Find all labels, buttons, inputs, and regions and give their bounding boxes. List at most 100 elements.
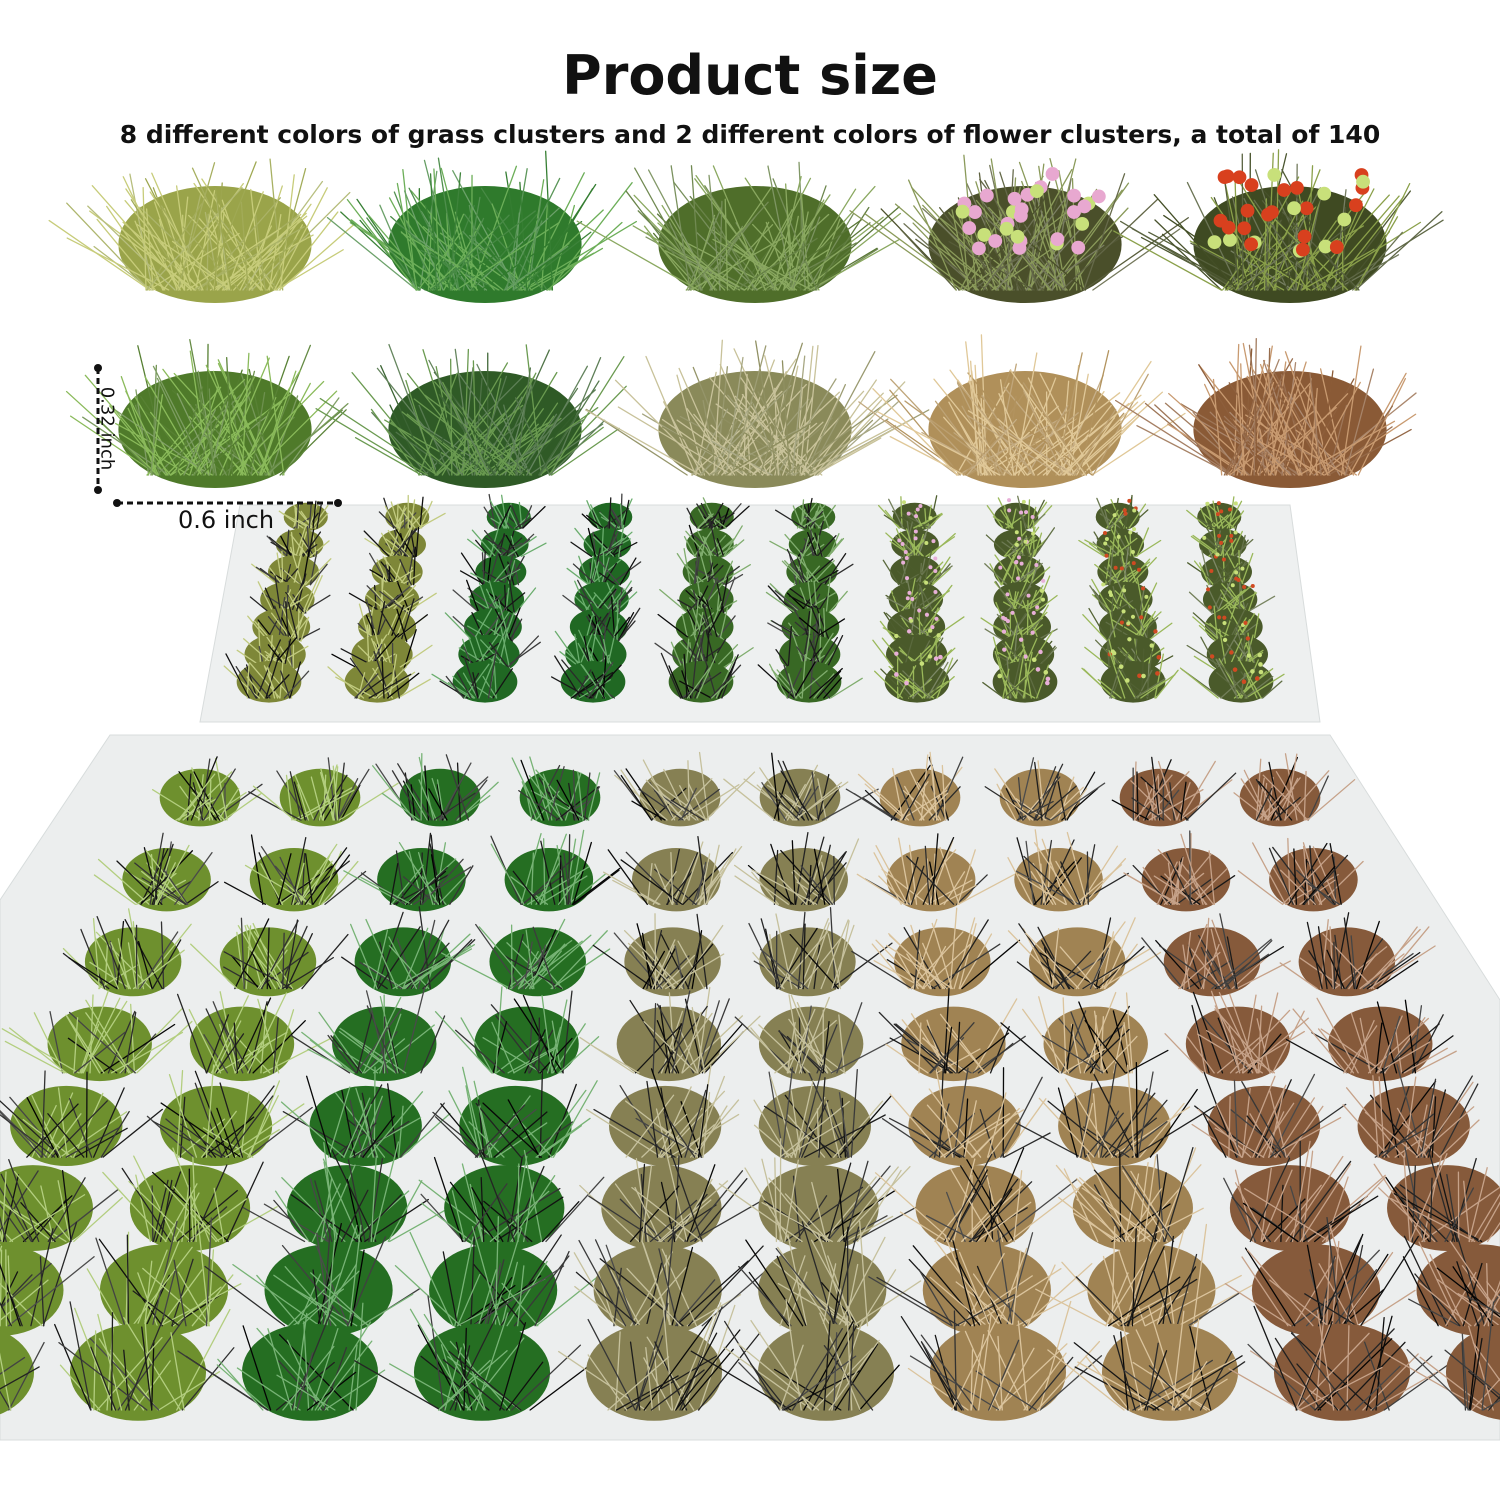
top-tray-tuft	[1186, 496, 1245, 532]
top-tray-tuft	[1094, 545, 1157, 589]
top-tray-tuft	[757, 653, 863, 703]
top-tray-tuft	[660, 652, 742, 703]
top-tray-tuft	[251, 546, 332, 589]
bottom-tray-tuft	[856, 833, 1019, 912]
bottom-tray-tuft	[579, 986, 761, 1082]
top-tray-tuft	[1095, 494, 1149, 532]
bottom-tray-tuft	[573, 1226, 771, 1336]
bottom-tray-tuft	[1, 990, 193, 1082]
bottom-tray-tuft	[878, 987, 1026, 1082]
bottom-tray-tuft	[289, 986, 446, 1082]
sample-tuft-khaki	[584, 339, 930, 488]
bottom-tray-tuft	[248, 757, 399, 827]
top-tray-tuft	[686, 497, 750, 532]
bottom-tray-tuft	[738, 1220, 922, 1336]
bottom-tray-tuft	[146, 1064, 313, 1167]
top-tray-tuft	[483, 493, 546, 532]
bottom-tray-tuft	[190, 917, 349, 997]
bottom-tray-tuft	[372, 752, 499, 827]
bottom-tray-tuft	[1233, 753, 1356, 827]
bottom-tray-tuft	[1000, 991, 1169, 1082]
bottom-tray-tuft	[1285, 997, 1457, 1082]
top-tray-tuft	[980, 599, 1058, 646]
bottom-tray-tuft	[1402, 1235, 1500, 1336]
bottom-tray-tuft	[753, 1064, 892, 1167]
bottom-tray-tuft	[0, 1330, 45, 1415]
bottom-tray-tuft	[733, 831, 860, 912]
sample-tufts	[48, 149, 1444, 488]
bottom-tray-tuft	[1007, 829, 1129, 912]
top-tray-tuft	[278, 500, 329, 532]
bottom-tray-tuft	[0, 1221, 95, 1336]
top-tray-tuft	[993, 574, 1058, 617]
bottom-tray-tuft	[62, 908, 192, 997]
top-tray-tuft	[327, 651, 431, 703]
bottom-tray-tuft	[354, 1295, 588, 1421]
top-tray-tuft	[1081, 648, 1179, 703]
top-tray-tuft	[378, 494, 446, 532]
bottom-tray-tuft	[1224, 1216, 1419, 1336]
top-tray-tuft	[431, 649, 518, 703]
bottom-tray-tuft	[0, 1159, 123, 1251]
top-tray-tuft	[982, 650, 1058, 703]
top-tray-tuft	[223, 653, 310, 703]
top-tray-tuft	[985, 520, 1055, 560]
sample-tuft-red-flower	[1113, 149, 1444, 303]
page-subtitle: 8 different colors of grass clusters and…	[119, 120, 1381, 149]
bottom-tray-tuft	[1015, 1061, 1215, 1167]
top-tray-tuft	[879, 602, 965, 646]
top-tray-tuft	[885, 576, 953, 617]
sample-tuft-forest-green	[315, 343, 627, 488]
bottom-tray-tuft	[1111, 756, 1237, 827]
bottom-tray-tuft	[1141, 913, 1291, 997]
bottom-tray-tuft	[1228, 1298, 1465, 1421]
top-tray-tuft	[550, 655, 626, 703]
bottom-tray-tuft	[1164, 990, 1309, 1082]
bottom-tray-tuft	[54, 1301, 235, 1421]
bottom-tray-tuft	[93, 832, 219, 912]
bottom-tray-tuft	[343, 832, 474, 912]
bottom-tray-tuft	[223, 834, 367, 912]
bottom-tray-tuft	[1191, 1071, 1347, 1167]
top-tray-tuft	[566, 547, 642, 589]
bottom-tray-tuft	[490, 829, 621, 912]
bottom-tray-tuft	[1279, 912, 1436, 997]
bottom-tray-tuft	[151, 756, 263, 827]
bottom-tray-tuft	[432, 1066, 598, 1167]
top-tray-tuft	[873, 652, 959, 703]
top-tray-tuft	[467, 521, 547, 560]
bottom-tray-tuft	[242, 1141, 466, 1251]
top-tray-tuft	[774, 497, 836, 532]
bottom-tray-tuft	[585, 1064, 740, 1167]
bottom-tray-tuft	[440, 918, 611, 997]
bottom-tray-tuft	[1223, 1140, 1387, 1251]
width-label: 0.6 inch	[178, 506, 275, 534]
bottom-tray-tuft	[690, 1298, 900, 1421]
top-tray-tuft	[266, 525, 330, 560]
bottom-tray-tuft	[881, 1067, 1051, 1167]
top-tray-tuft	[1188, 576, 1276, 617]
bottom-tray-tuft	[434, 986, 600, 1082]
top-tray-tuft	[676, 547, 751, 589]
bottom-tray-tuft	[341, 906, 476, 997]
bottom-tray-tuft	[394, 1216, 622, 1336]
bottom-tray-tuft	[0, 1070, 163, 1167]
sample-tuft-brown	[1114, 337, 1417, 488]
dimension-markers	[94, 364, 342, 507]
bottom-tray-tuft	[1047, 1305, 1246, 1421]
page-title: Product size	[562, 44, 938, 107]
top-tray-tuft	[570, 523, 638, 560]
bottom-tray-tuft	[511, 756, 601, 827]
bottom-tray-tuft	[280, 1066, 451, 1167]
height-label: 0.32 inch	[96, 386, 118, 471]
sample-tuft-dark-green	[576, 161, 902, 303]
bottom-tray-tuft	[1342, 1063, 1480, 1167]
bottom-tray-tuft	[86, 1217, 242, 1336]
bottom-tray-tuft	[592, 913, 725, 997]
bottom-tray-tuft	[718, 1138, 938, 1251]
bottom-tray-tuft	[1373, 1146, 1500, 1251]
top-tray-tuft	[1078, 523, 1162, 560]
bottom-tray-tuft	[1007, 917, 1162, 997]
top-tray-tuft	[249, 573, 331, 617]
